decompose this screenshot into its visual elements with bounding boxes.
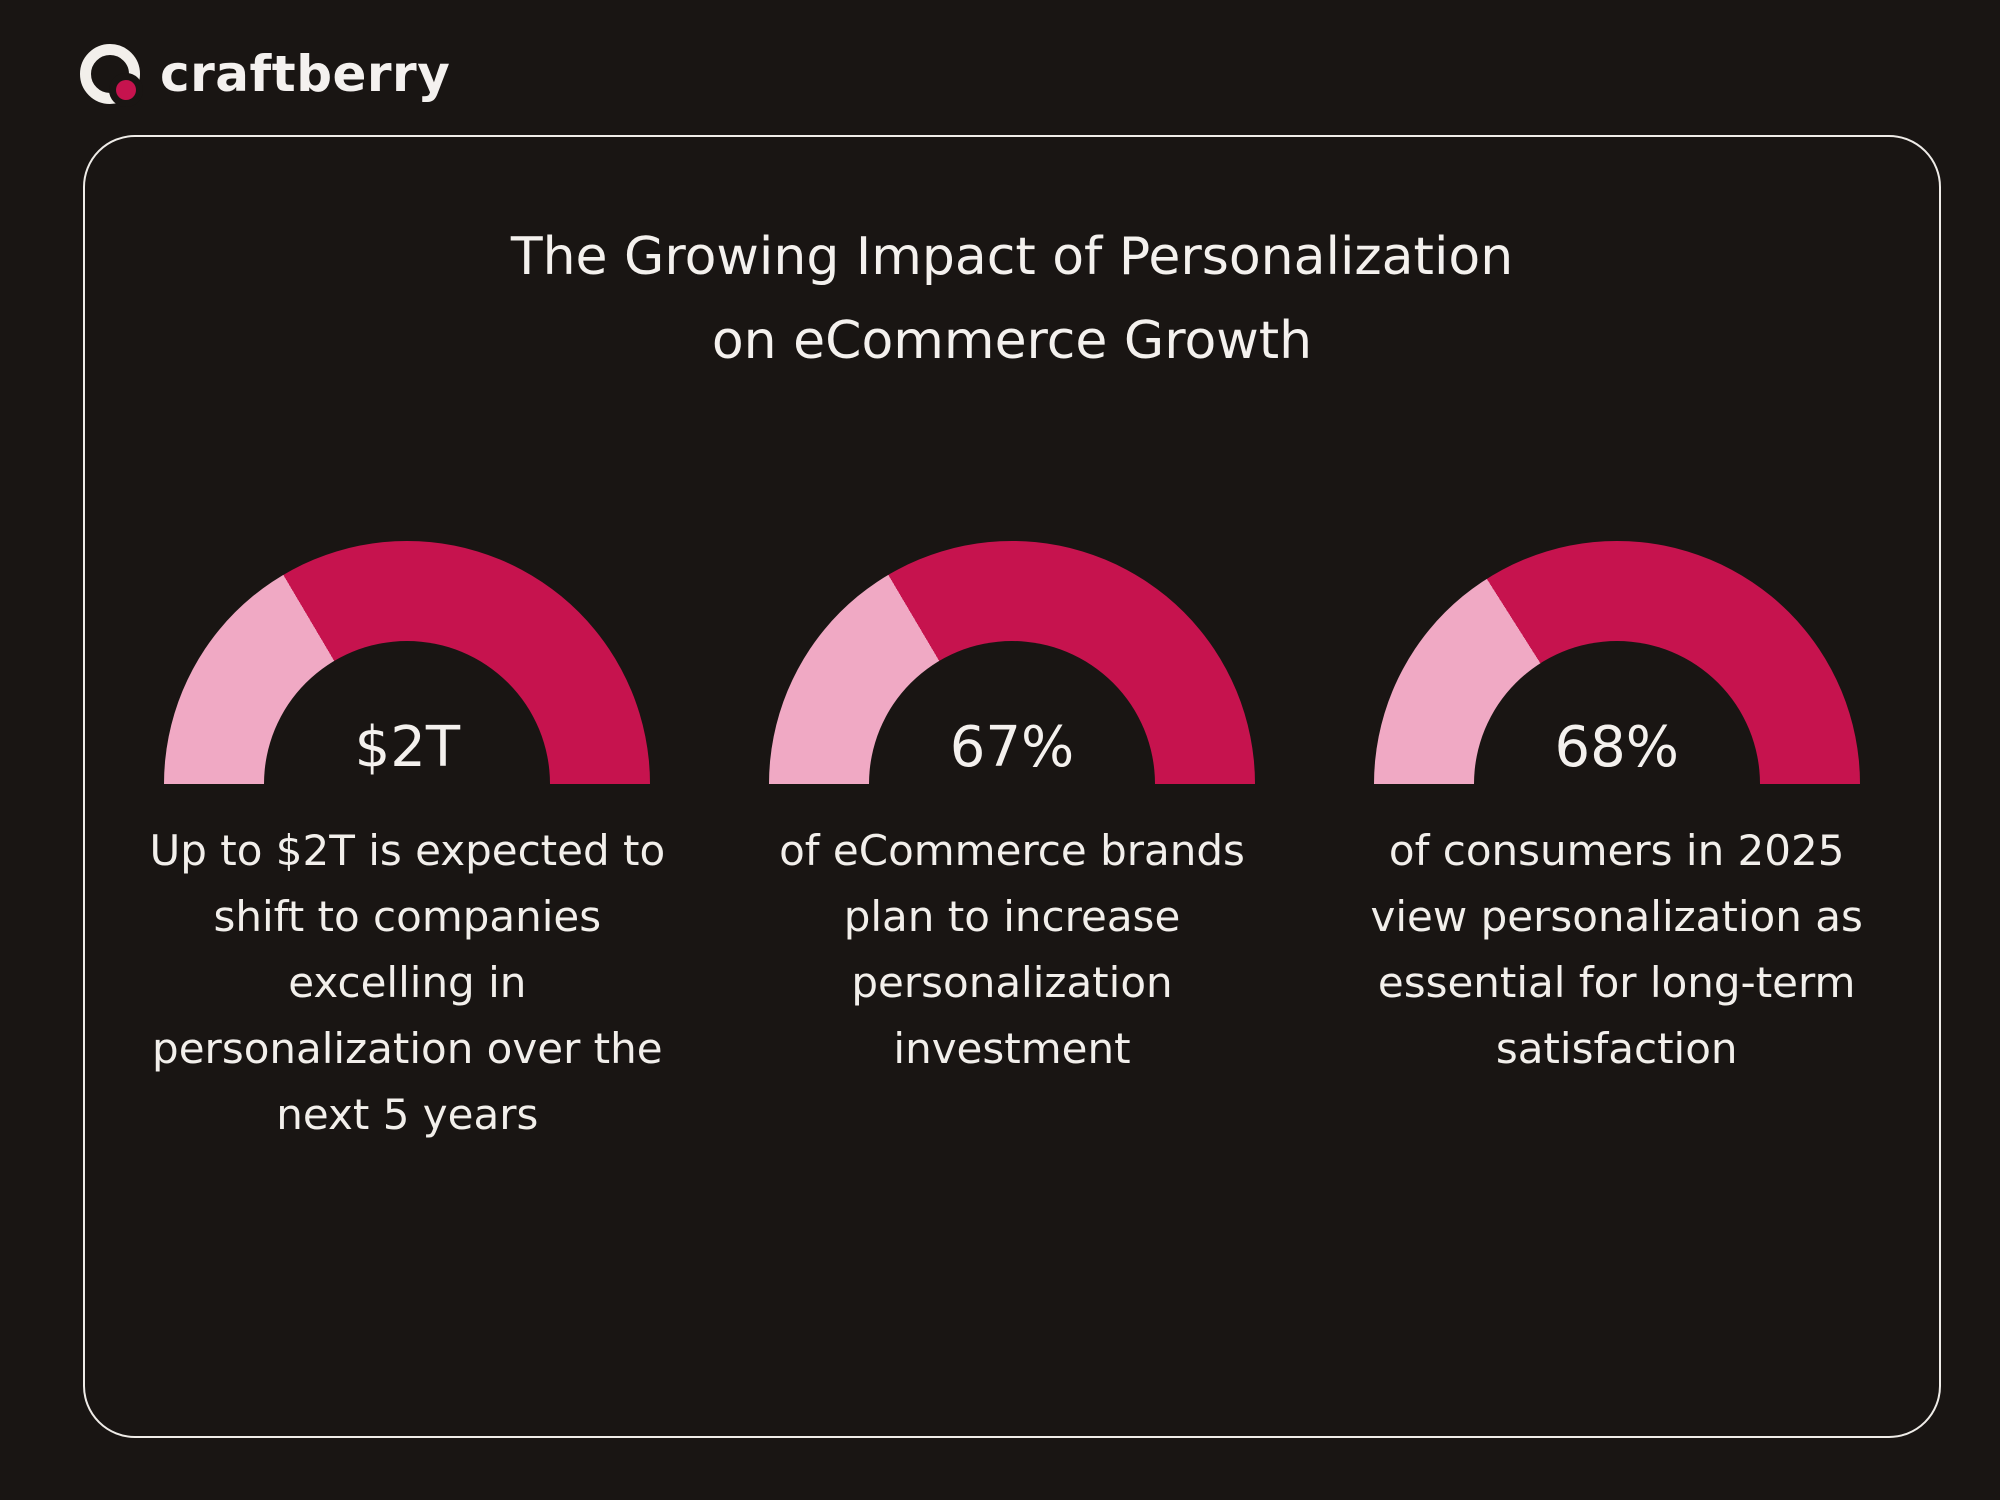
stat-caption: Up to $2T is expected to shift to compan… — [149, 826, 666, 1140]
gauge-value: 68% — [1554, 715, 1679, 781]
stat-column-2t: $2T Up to $2T is expected to shift to co… — [105, 541, 710, 1148]
gauge-chart-68: 68% — [1373, 541, 1860, 785]
stat-column-68: 68% of consumers in 2025 view personaliz… — [1314, 541, 1919, 1148]
stats-row: $2T Up to $2T is expected to shift to co… — [85, 541, 1939, 1148]
gauge-value: 67% — [949, 715, 1075, 781]
craftberry-logo-icon — [80, 44, 140, 104]
content-card: The Growing Impact of Personalization on… — [83, 135, 1941, 1438]
title-line-2: on eCommerce Growth — [711, 311, 1313, 372]
gauge-value: $2T — [354, 715, 461, 781]
logo: craftberry — [80, 44, 450, 104]
title-line-1: The Growing Impact of Personalization — [510, 227, 1514, 287]
logo-berry-dot — [116, 80, 136, 100]
stat-caption: of eCommerce brands plan to increase per… — [779, 826, 1245, 1074]
logo-text: craftberry — [160, 45, 451, 103]
page-title: The Growing Impact of Personalization on… — [85, 215, 1939, 383]
stat-column-67: 67% of eCommerce brands plan to increase… — [710, 541, 1315, 1148]
gauge-chart-67: 67% — [769, 541, 1255, 785]
gauge-chart-2t: $2T — [164, 541, 651, 785]
stat-caption: of consumers in 2025 view personalizatio… — [1370, 826, 1863, 1074]
